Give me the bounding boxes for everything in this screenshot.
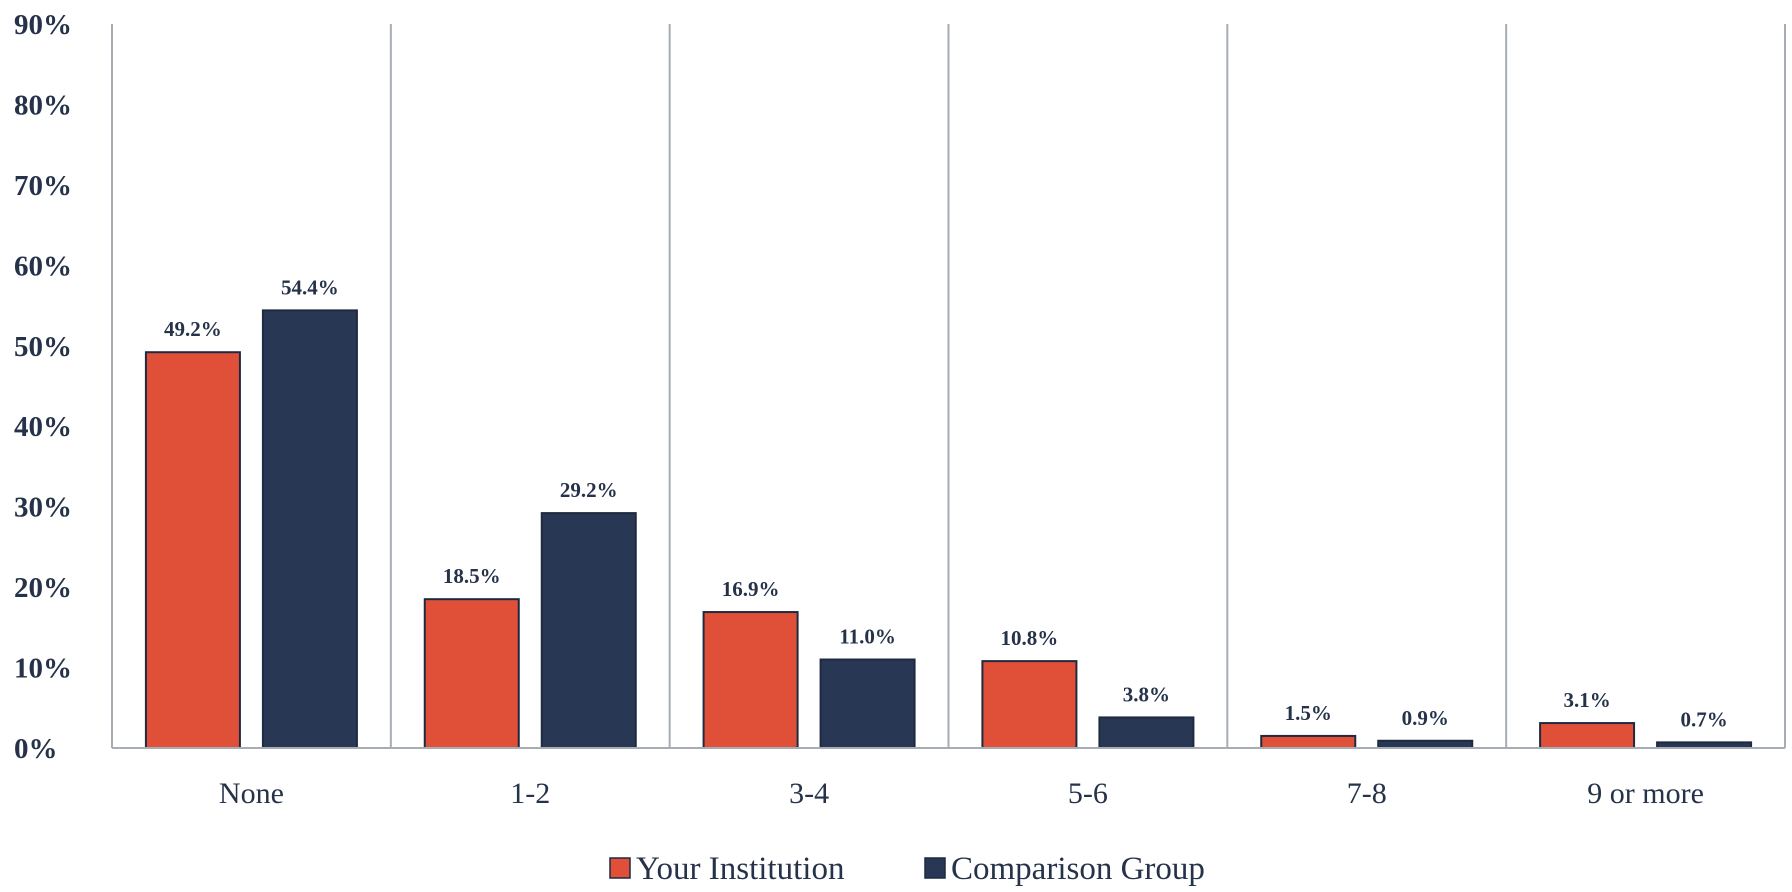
legend-swatch — [609, 857, 631, 879]
x-tick-label: 7-8 — [1347, 777, 1387, 810]
legend-label: Comparison Group — [951, 851, 1205, 887]
data-label: 16.9% — [722, 577, 780, 601]
data-label: 18.5% — [443, 564, 501, 588]
bar — [423, 598, 520, 750]
data-labels: 49.2% 54.4% 18.5% 29.2% 16.9% 11.0% 10.8% 3.8% 1… — [164, 275, 1728, 731]
x-axis-ticks: None 1-2 3-4 5-6 7-8 9 or more — [219, 777, 1704, 810]
bar — [702, 611, 799, 749]
bar — [1260, 734, 1357, 750]
x-tick-label: 5-6 — [1068, 777, 1108, 810]
x-tick-label: 9 or more — [1587, 777, 1704, 810]
y-tick-label: 10% — [14, 653, 72, 685]
legend: Your Institution Comparison Group — [609, 851, 1205, 887]
data-label: 49.2% — [164, 317, 222, 341]
category-separators — [111, 24, 1786, 748]
data-label: 0.9% — [1402, 706, 1449, 730]
data-label: 29.2% — [560, 478, 618, 502]
y-axis-ticks: 0% 10% 20% 30% 40% 50% 60% 70% 80% 90% — [14, 9, 72, 765]
y-tick-label: 70% — [14, 170, 72, 202]
y-tick-label: 20% — [14, 572, 72, 604]
y-tick-label: 60% — [14, 250, 72, 282]
x-tick-label: None — [219, 777, 284, 810]
legend-label: Your Institution — [636, 851, 844, 887]
bar — [261, 309, 358, 749]
y-tick-label: 30% — [14, 492, 72, 524]
bar — [1098, 716, 1195, 749]
bars — [144, 309, 1753, 750]
data-label: 3.8% — [1123, 682, 1170, 706]
y-tick-label: 80% — [14, 89, 72, 121]
bar — [819, 658, 916, 749]
y-tick-label: 0% — [14, 733, 58, 765]
data-label: 0.7% — [1680, 707, 1727, 731]
bar — [1377, 739, 1474, 750]
data-label: 11.0% — [839, 625, 896, 649]
legend-swatch — [924, 857, 946, 879]
bar — [981, 660, 1078, 749]
data-label: 3.1% — [1563, 688, 1610, 712]
y-tick-label: 90% — [14, 9, 72, 41]
bar — [1539, 722, 1636, 749]
y-tick-label: 40% — [14, 411, 72, 443]
data-label: 54.4% — [281, 275, 339, 299]
bar — [540, 512, 637, 750]
x-tick-label: 1-2 — [510, 777, 550, 810]
data-label: 10.8% — [1001, 626, 1059, 650]
bar — [144, 351, 241, 749]
data-label: 1.5% — [1285, 701, 1332, 725]
y-tick-label: 50% — [14, 331, 72, 363]
x-tick-label: 3-4 — [789, 777, 829, 810]
